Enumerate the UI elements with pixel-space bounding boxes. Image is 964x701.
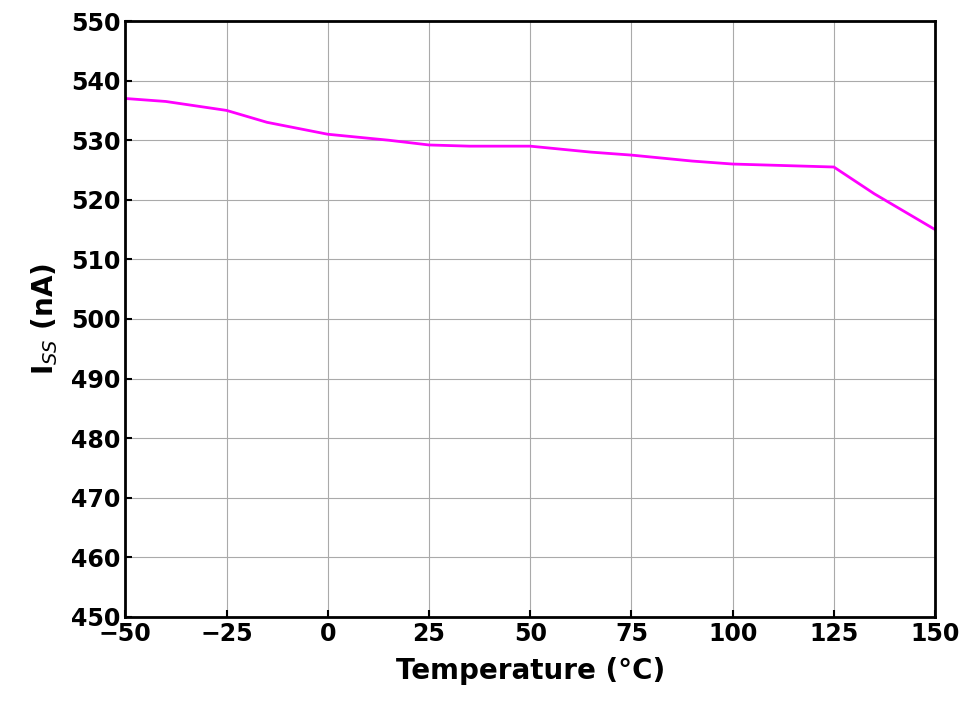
Y-axis label: I$_{SS}$ (nA): I$_{SS}$ (nA) (29, 263, 60, 375)
X-axis label: Temperature (°C): Temperature (°C) (395, 657, 665, 685)
